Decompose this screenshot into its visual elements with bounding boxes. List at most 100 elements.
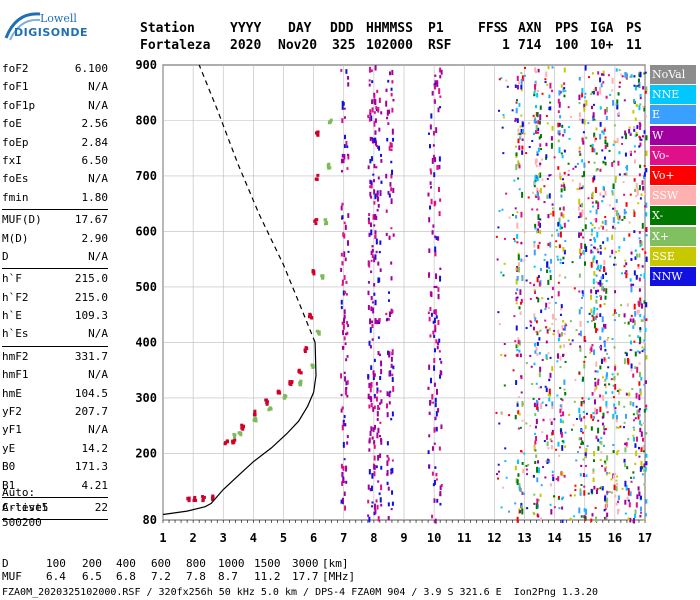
echo-mark: [556, 258, 559, 261]
echo-mark: [500, 506, 503, 509]
echo-mark: [373, 137, 376, 144]
echo-mark: [592, 459, 595, 463]
echo-mark: [385, 232, 388, 236]
echo-mark: [596, 263, 599, 266]
echo-mark: [537, 195, 540, 201]
echo-mark: [594, 407, 597, 414]
echo-mark: [638, 394, 641, 401]
echo-mark: [585, 99, 588, 106]
echo-mark: [645, 212, 648, 217]
echo-mark: [639, 313, 642, 318]
echo-mark: [518, 483, 521, 489]
echo-mark: [645, 167, 648, 173]
echo-mark: [584, 339, 587, 342]
echo-mark: [562, 178, 565, 181]
echo-mark: [590, 249, 593, 254]
param-row: MUF(D) 17.67: [2, 211, 108, 229]
echo-mark: [599, 91, 602, 95]
echo-mark: [375, 144, 378, 147]
echo-mark: [517, 427, 520, 430]
echo-mark: [529, 424, 532, 427]
echo-mark: [567, 219, 570, 222]
echo-mark: [377, 404, 380, 410]
param-row: M(D) 2.90: [2, 230, 108, 248]
echo-mark: [639, 327, 642, 330]
echo-mark: [638, 135, 641, 138]
echo-mark: [502, 116, 505, 119]
legend-item: SSE: [650, 246, 696, 266]
echo-mark: [640, 138, 643, 141]
echo-mark: [427, 386, 430, 390]
echo-mark: [540, 484, 543, 487]
echo-mark: [643, 341, 646, 344]
echo-mark: [578, 333, 581, 336]
echo-mark: [565, 324, 568, 327]
echo-mark: [538, 136, 541, 140]
echo-mark: [434, 246, 437, 252]
echo-mark: [429, 181, 432, 185]
echo-mark: [560, 212, 563, 217]
echo-mark: [563, 67, 566, 73]
echo-mark: [639, 123, 642, 127]
echo-mark: [560, 429, 563, 435]
echo-mark: [373, 201, 376, 205]
echo-mark: [578, 77, 581, 81]
echo-mark: [503, 237, 506, 240]
echo-mark: [538, 173, 541, 176]
echo-mark: [495, 235, 498, 238]
echo-mark: [517, 128, 520, 133]
echo-mark: [369, 387, 372, 393]
echo-mark: [640, 319, 643, 322]
footer-row-label: D: [2, 557, 9, 570]
echo-mark: [523, 66, 526, 69]
echo-mark: [593, 239, 596, 243]
echo-mark: [592, 471, 595, 475]
echo-mark: [592, 91, 595, 95]
echo-mark: [557, 329, 560, 334]
echo-mark: [438, 446, 441, 451]
echo-mark: [558, 90, 561, 96]
echo-mark: [376, 418, 379, 421]
echo-mark: [593, 148, 596, 153]
echo-mark: [373, 292, 376, 296]
echo-mark: [604, 460, 607, 465]
echo-mark: [549, 483, 552, 487]
echo-mark: [557, 166, 560, 170]
param-value: 171.3: [74, 460, 108, 474]
echo-mark: [538, 241, 541, 245]
echo-mark: [589, 210, 592, 213]
echo-mark: [548, 106, 551, 111]
echo-mark: [386, 454, 389, 458]
echo-mark: [547, 267, 550, 270]
echo-mark: [605, 400, 608, 407]
param-key: hmF2: [2, 349, 29, 363]
param-key: fxI: [2, 153, 22, 167]
echo-mark: [439, 485, 442, 491]
echo-mark: [340, 499, 343, 504]
echo-mark: [560, 188, 563, 193]
echo-mark: [427, 450, 430, 455]
echo-mark: [432, 330, 435, 335]
echo-mark: [616, 389, 619, 392]
echo-mark: [590, 518, 593, 523]
echo-mark: [591, 201, 594, 204]
echo-mark: [613, 403, 616, 408]
echo-mark: [430, 186, 433, 189]
header-value: Fortaleza: [140, 38, 211, 53]
param-row: h`Es N/A: [2, 325, 108, 343]
echo-mark: [344, 376, 347, 382]
y-tick-label: 900: [135, 58, 157, 72]
echo-mark: [544, 81, 547, 84]
o-trace-point: [187, 496, 191, 500]
legend-item: NNW: [650, 266, 696, 286]
echo-mark: [624, 442, 627, 446]
echo-mark: [571, 339, 574, 342]
x-trace-point: [328, 166, 332, 170]
echo-mark: [536, 89, 539, 93]
echo-mark: [549, 82, 552, 89]
echo-mark: [562, 88, 565, 93]
echo-mark: [548, 388, 551, 395]
echo-mark: [638, 362, 641, 365]
echo-mark: [430, 170, 433, 175]
echo-mark: [540, 309, 543, 314]
